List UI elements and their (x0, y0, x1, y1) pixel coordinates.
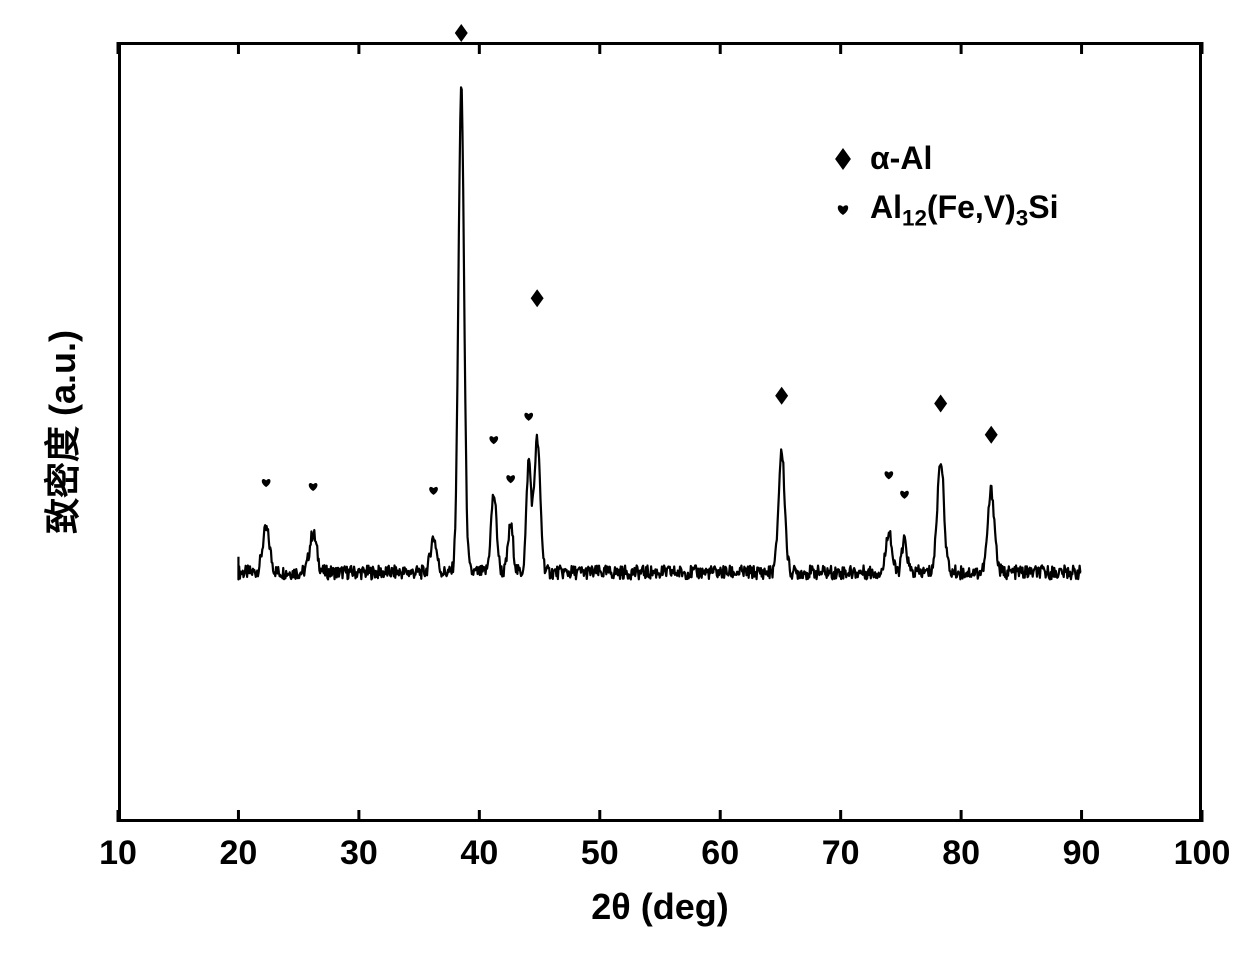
x-tick-label: 90 (1063, 834, 1101, 873)
x-tick-label: 30 (340, 834, 378, 873)
diamond-icon (830, 146, 856, 172)
xrd-figure: 10 20 30 40 50 60 70 80 90 100 2θ (deg) 致密度 (a.u.… (0, 0, 1240, 954)
y-axis-label: 致密度 (a.u.) (34, 330, 86, 534)
x-tick-label: 40 (460, 834, 498, 873)
x-tick-label: 100 (1174, 834, 1231, 873)
x-tick-label: 70 (822, 834, 860, 873)
x-tick-label: 50 (581, 834, 619, 873)
x-axis-label: 2θ (deg) (591, 886, 728, 928)
x-tick-label: 10 (99, 834, 137, 873)
x-tick-label: 20 (220, 834, 258, 873)
legend-label: α-Al (870, 140, 932, 177)
legend: α-Al Al12(Fe,V)3Si (830, 140, 1058, 243)
x-tick-label: 60 (701, 834, 739, 873)
legend-entry: α-Al (830, 140, 1058, 177)
legend-label: Al12(Fe,V)3Si (870, 189, 1058, 231)
heart-icon (830, 197, 856, 223)
x-tick-label: 80 (942, 834, 980, 873)
legend-entry: Al12(Fe,V)3Si (830, 189, 1058, 231)
